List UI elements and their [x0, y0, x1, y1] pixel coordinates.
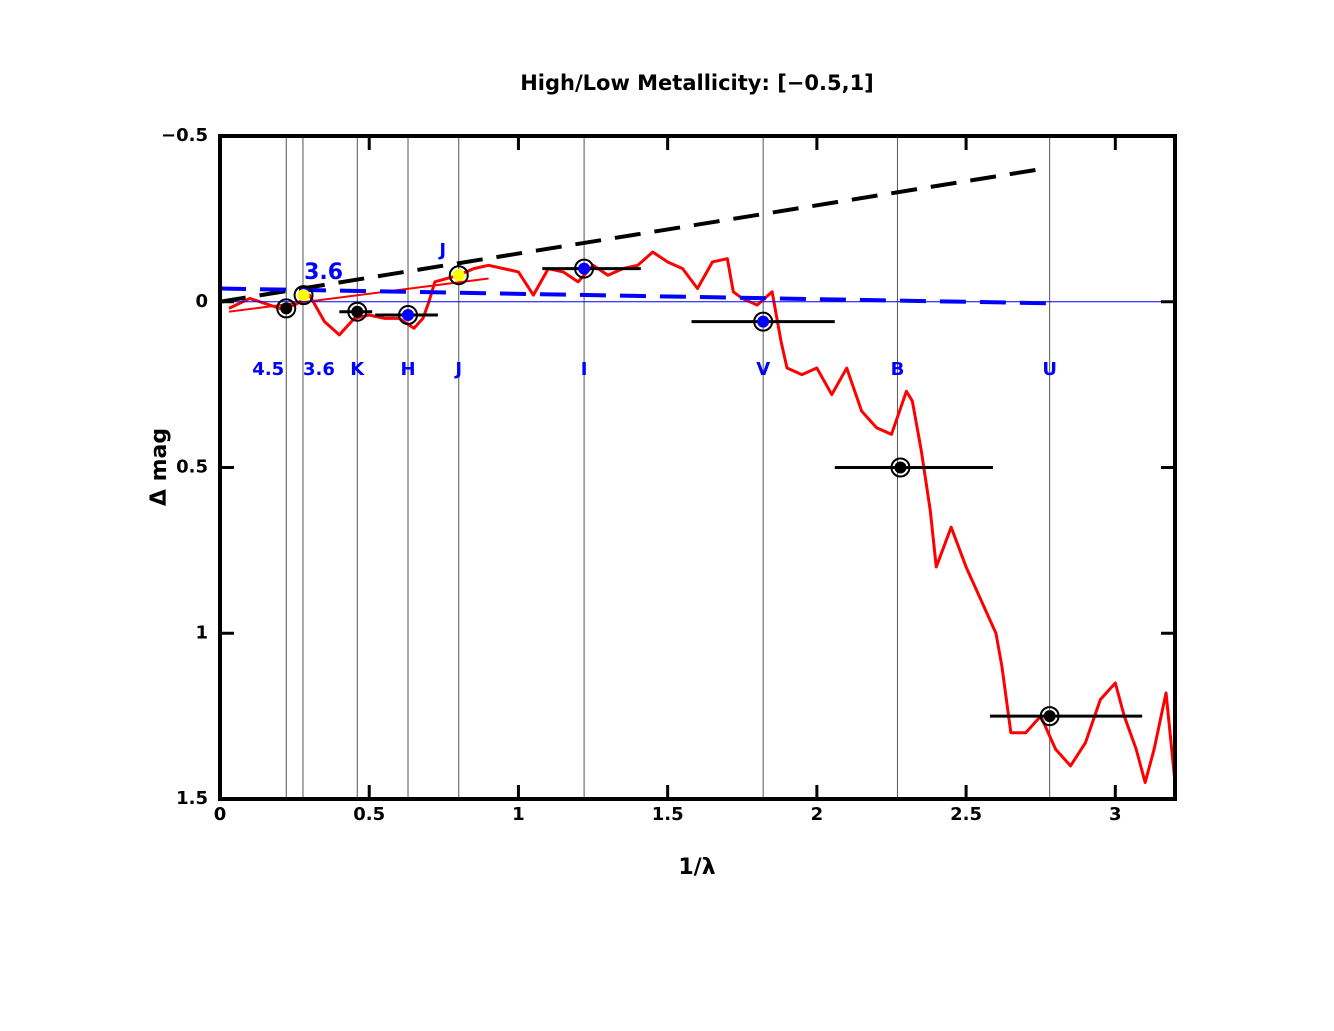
y-tick-label: 1.5 — [176, 788, 208, 809]
x-tick-label: 0.5 — [353, 804, 385, 825]
x-tick-label: 2 — [811, 804, 824, 825]
point — [578, 262, 591, 275]
line-series — [219, 167, 1042, 304]
point-ring — [1039, 706, 1060, 727]
y-tick-label: −0.5 — [161, 125, 208, 146]
point-ring — [293, 285, 314, 306]
annotation: 3.6 — [304, 260, 343, 285]
point — [280, 302, 293, 315]
point-ring — [276, 298, 297, 319]
line-series — [219, 286, 1056, 306]
band-label: H — [400, 359, 415, 380]
x-tick-label: 2.5 — [950, 804, 982, 825]
point — [351, 305, 364, 318]
point-ring — [448, 265, 469, 286]
point — [452, 269, 465, 282]
band-label: V — [756, 359, 770, 380]
point — [894, 461, 907, 474]
band-label: 3.6 — [303, 359, 335, 380]
y-tick-label: 0 — [195, 291, 208, 312]
x-tick-label: 1 — [512, 804, 525, 825]
band-label: J — [453, 359, 462, 380]
point-ring — [890, 457, 911, 478]
y-tick-label: 0.5 — [176, 457, 208, 478]
band-label: U — [1042, 359, 1057, 380]
point-ring — [398, 305, 419, 326]
x-axis-label: 1/λ — [678, 855, 715, 880]
point — [297, 289, 310, 302]
y-tick-label: 1 — [195, 622, 208, 643]
band-label: B — [891, 359, 905, 380]
point-ring — [753, 311, 774, 332]
point-ring — [574, 258, 595, 279]
annotation: J — [437, 240, 446, 261]
x-tick-label: 0 — [214, 804, 227, 825]
x-tick-label: 1.5 — [652, 804, 684, 825]
band-label: K — [350, 359, 365, 380]
line-series — [228, 277, 489, 313]
point — [757, 315, 770, 328]
chart-title: High/Low Metallicity: [−0.5,1] — [520, 71, 874, 95]
x-tick-label: 3 — [1109, 804, 1122, 825]
point-ring — [347, 301, 368, 322]
point — [1043, 710, 1056, 723]
y-axis-label: Δ mag — [147, 428, 172, 506]
line-series — [228, 250, 1177, 784]
band-label: 4.5 — [252, 359, 284, 380]
plot-frame — [218, 134, 1177, 801]
band-label: I — [581, 359, 588, 380]
point — [402, 309, 415, 322]
